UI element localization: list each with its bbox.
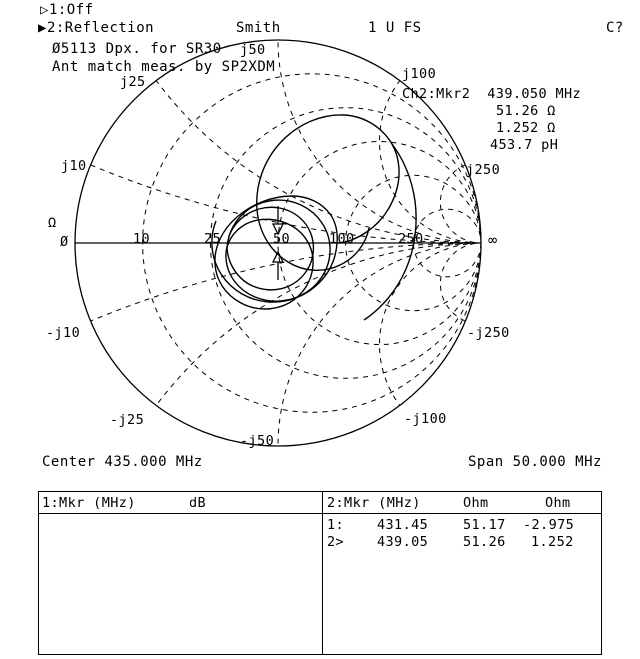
table-row[interactable]: 2> 439.05 51.26 1.252 — [323, 534, 601, 551]
trace1-label: 1:Off — [48, 2, 94, 18]
chart-label-j10: j10 — [61, 158, 87, 174]
trace2-label: 2:Reflection — [46, 20, 155, 36]
center-frequency-label[interactable]: Center 435.000 MHz — [42, 454, 203, 470]
marker-readout-header: Ch2:Mkr2 439.050 MHz — [402, 86, 582, 102]
chart-label-j50: j50 — [240, 42, 266, 58]
marker-symbols — [271, 206, 285, 280]
marker-table-2-col-ohm2: Ohm — [545, 495, 571, 511]
measurement-title-line1: Ø5113 Dpx. for SR30 — [52, 41, 222, 57]
smith-chart[interactable] — [0, 0, 640, 470]
marker-table-1[interactable]: 1:Mkr (MHz) dB — [38, 491, 323, 655]
marker-table-1-header: 1:Mkr (MHz) dB — [39, 492, 322, 514]
chart-label-neg-j10: -j10 — [46, 325, 81, 341]
span-frequency-label[interactable]: Span 50.000 MHz — [468, 454, 602, 470]
marker-row-index: 1: — [327, 517, 345, 533]
chart-label-50: 50 — [273, 231, 291, 247]
marker-table-1-col-mkr: 1:Mkr (MHz) — [42, 495, 136, 511]
marker-table-2-col-mkr: 2:Mkr (MHz) — [327, 495, 421, 511]
reflection-trace — [211, 114, 417, 321]
chart-label-j25: j25 — [120, 74, 146, 90]
chart-label-neg-j25: -j25 — [110, 412, 145, 428]
trace2-scale[interactable]: 1 U FS — [368, 20, 422, 36]
marker-table-2-col-ohm1: Ohm — [463, 495, 489, 511]
marker-row-index: 2> — [327, 534, 345, 550]
chart-label-neg-j250: -j250 — [467, 325, 510, 341]
trace2-format[interactable]: Smith — [236, 20, 281, 36]
chart-label-j250: j250 — [466, 162, 501, 178]
chart-label-100: 100 — [329, 231, 355, 247]
marker-readout-resistance: 51.26 Ω — [496, 103, 556, 119]
trace1-status-row[interactable]: ▷1:Off — [40, 2, 94, 18]
marker-row-im: 1.252 — [531, 534, 574, 550]
chart-label-j100: j100 — [402, 66, 437, 82]
chart-label-neg-j100: -j100 — [404, 411, 447, 427]
chart-label-250: 250 — [398, 231, 424, 247]
marker-row-im: -2.975 — [523, 517, 575, 533]
marker-readout-inductance: 453.7 pH — [490, 137, 559, 153]
chart-label-25: 25 — [204, 231, 222, 247]
measurement-title-line2: Ant match meas. by SP2XDM — [52, 59, 276, 75]
reactance-arcs — [75, 40, 481, 446]
table-row[interactable]: 1: 431.45 51.17 -2.975 — [323, 517, 601, 534]
marker-readout-reactance: 1.252 Ω — [496, 120, 556, 136]
chart-label-ohm: Ω — [48, 215, 57, 231]
trace2-status-row[interactable]: ▶2:Reflection — [38, 20, 154, 36]
trace1-marker-icon: ▷ — [40, 2, 49, 18]
marker-row-re: 51.17 — [463, 517, 506, 533]
marker-row-freq: 439.05 — [377, 534, 429, 550]
marker-table-2-header: 2:Mkr (MHz) Ohm Ohm — [323, 492, 601, 514]
marker-row-re: 51.26 — [463, 534, 506, 550]
chart-label-infinity: ∞ — [488, 231, 498, 249]
marker-table-2[interactable]: 2:Mkr (MHz) Ohm Ohm 1: 431.45 51.17 -2.9… — [322, 491, 602, 655]
marker-table-1-col-db: dB — [189, 495, 207, 511]
chart-label-neg-j50: -j50 — [240, 433, 275, 449]
chart-label-zero: Ø — [60, 234, 69, 250]
chart-label-10: 10 — [133, 231, 151, 247]
marker-row-freq: 431.45 — [377, 517, 429, 533]
cal-status[interactable]: C? — [606, 20, 624, 36]
marker-table-2-body: 1: 431.45 51.17 -2.975 2> 439.05 51.26 1… — [323, 514, 601, 551]
trace2-marker-icon: ▶ — [38, 20, 47, 36]
